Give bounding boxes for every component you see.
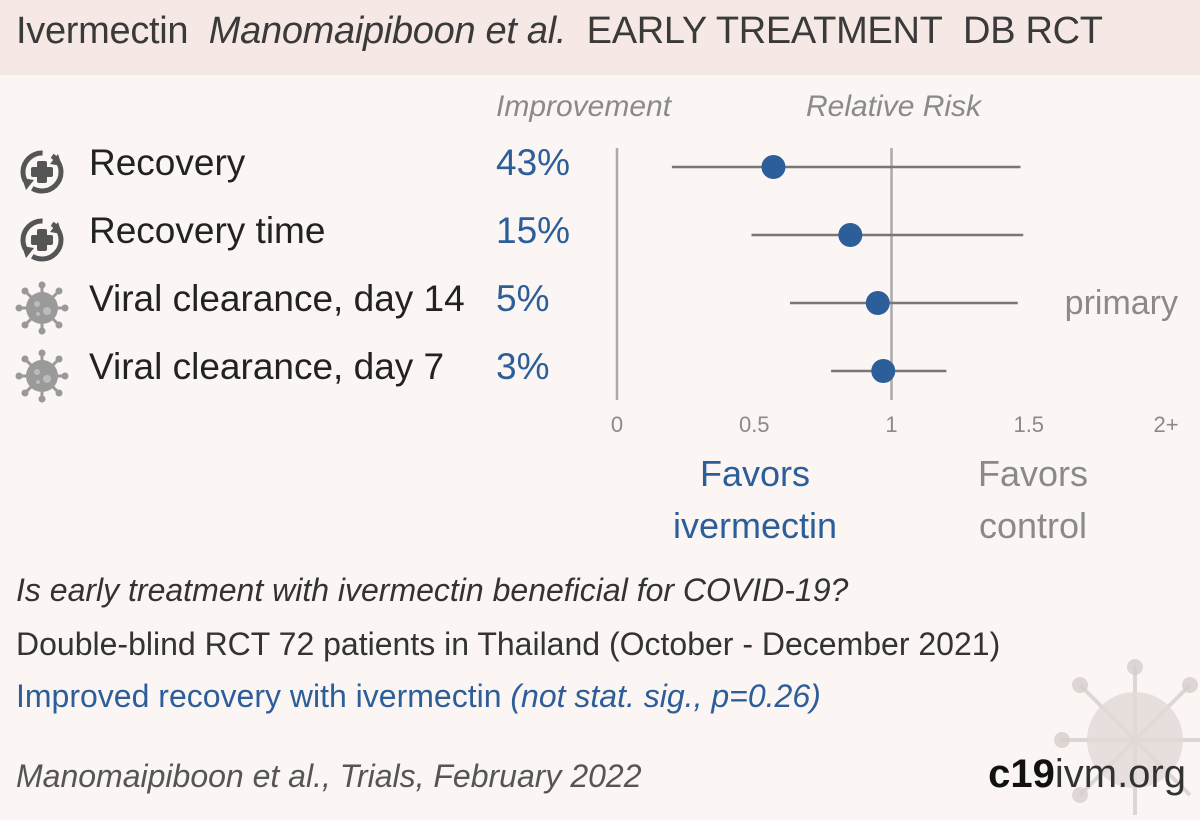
point-estimate — [761, 155, 786, 179]
x-tick-label: 0 — [611, 412, 623, 437]
header-title: Ivermectin Manomaipiboon et al. EARLY TR… — [16, 10, 1103, 53]
outcome-label: Recovery time — [89, 210, 326, 251]
improvement-value: 15% — [496, 210, 571, 251]
x-tick-label: 1 — [885, 412, 897, 437]
virus-icon — [15, 349, 69, 403]
outcome-row-recovery-time: Recovery time 15% — [14, 206, 594, 266]
favors-ivermectin-line2: ivermectin — [672, 505, 838, 546]
favors-ivermectin-label: Favors ivermectin — [640, 448, 870, 552]
outcome-row-viral-clearance-day-14: Viral clearance, day 14 5% — [14, 274, 594, 335]
outcome-label: Recovery — [89, 142, 246, 183]
result-significance: (not stat. sig., p=0.26) — [510, 678, 821, 714]
favors-ivermectin-line1: Favors — [699, 453, 811, 494]
improvement-value: 5% — [496, 278, 550, 319]
x-tick-label: 1.5 — [1013, 412, 1044, 437]
header-bar: Ivermectin Manomaipiboon et al. EARLY TR… — [0, 0, 1200, 75]
result-text: Improved recovery with ivermectin (not s… — [16, 678, 821, 715]
virus-watermark-icon — [1054, 659, 1200, 815]
question-text: Is early treatment with ivermectin benef… — [16, 572, 849, 608]
citation-text: Manomaipiboon et al., Trials, February 2… — [16, 758, 642, 794]
forest-plot: 0 0.5 1 1.5 2+ primary — [611, 148, 1179, 437]
header-authors: Manomaipiboon et al. — [208, 10, 567, 52]
point-estimate — [838, 223, 863, 247]
improvement-value: 3% — [496, 346, 550, 387]
header-drug: Ivermectin — [16, 10, 189, 52]
result-main: Improved recovery with ivermectin — [16, 678, 502, 714]
point-estimate — [871, 359, 896, 383]
relative-risk-column-header: Relative Risk — [806, 90, 982, 123]
favors-control-label: Favors control — [918, 448, 1148, 552]
outcome-row-recovery: Recovery 43% — [14, 138, 594, 198]
primary-outcome-note: primary — [1065, 284, 1178, 322]
favors-control-line2: control — [978, 505, 1088, 546]
outcome-row-viral-clearance-day-7: Viral clearance, day 7 3% — [14, 342, 594, 403]
brand-bold: c19 — [988, 752, 1055, 796]
point-estimate — [865, 291, 890, 315]
outcome-label: Viral clearance, day 14 — [89, 278, 465, 319]
site-brand-link[interactable]: c19ivm.org — [988, 752, 1186, 797]
x-tick-label: 0.5 — [739, 412, 770, 437]
recovery-icon — [20, 150, 64, 194]
favors-control-line1: Favors — [977, 453, 1089, 494]
study-design-text: Double-blind RCT 72 patients in Thailand… — [16, 626, 1001, 662]
recovery-icon — [20, 218, 64, 262]
improvement-column-header: Improvement — [496, 90, 672, 123]
improvement-value: 43% — [496, 142, 571, 183]
header-stage: EARLY TREATMENT — [586, 10, 943, 52]
x-tick-label: 2+ — [1153, 412, 1178, 437]
outcome-label: Viral clearance, day 7 — [89, 346, 445, 387]
header-design: DB RCT — [963, 10, 1103, 52]
brand-rest: ivm.org — [1054, 752, 1186, 796]
virus-icon — [15, 281, 69, 335]
